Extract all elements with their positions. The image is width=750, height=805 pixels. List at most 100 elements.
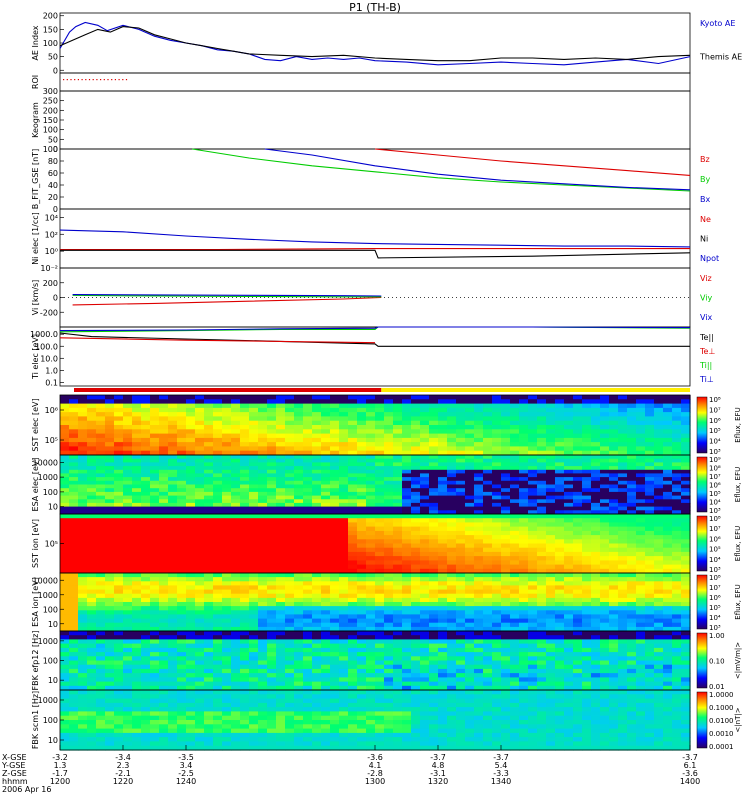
sst_i-cell xyxy=(492,522,502,528)
fbk_e-cell xyxy=(519,656,529,662)
sst_e1-cell xyxy=(429,450,439,456)
sst_i-cell xyxy=(258,560,268,566)
sst_e1-cell xyxy=(294,437,304,443)
fbk_e-cell xyxy=(564,664,574,670)
sst_i-cell xyxy=(627,543,637,549)
esa_i-cell xyxy=(204,618,214,624)
esa_i-cell xyxy=(546,618,556,624)
sst_i-cell xyxy=(195,535,205,540)
fbk_e-cell xyxy=(222,664,232,670)
fbk_e-cell xyxy=(276,635,286,640)
sst_i-cell xyxy=(132,543,142,549)
sst_i-cell xyxy=(357,568,367,574)
sst_e1-cell xyxy=(267,416,277,422)
esa_e1-cell xyxy=(384,469,394,475)
sst_i-cell xyxy=(483,530,493,536)
esa_i-cell xyxy=(492,622,502,628)
sst_i-cell xyxy=(222,551,232,557)
fbk_e-cell xyxy=(177,647,187,653)
fbk_e-cell xyxy=(330,685,340,691)
esa_e1-cell xyxy=(654,491,664,497)
sst_i-cell xyxy=(159,568,169,574)
sst_i-cell xyxy=(150,539,160,545)
esa_i-cell xyxy=(555,610,565,615)
esa_e1-cell xyxy=(465,462,475,467)
esa_e1-cell xyxy=(141,491,151,497)
sst_e1-cell xyxy=(276,450,286,456)
esa_e1-cell xyxy=(537,469,547,475)
sst_i-cell xyxy=(528,530,538,536)
sst_e1-cell xyxy=(123,420,133,426)
sst_i-cell xyxy=(645,568,655,574)
fbk_e-cell xyxy=(591,664,601,670)
sst_e1-cell xyxy=(645,442,655,447)
sst_e1-cell xyxy=(672,403,682,409)
sst_e1-cell xyxy=(393,395,403,400)
sst_e1-cell xyxy=(123,416,133,422)
esa_e1-cell xyxy=(276,455,286,460)
esa_i-cell xyxy=(78,581,88,586)
esa_e1-cell xyxy=(528,462,538,467)
sst_e1-cell xyxy=(645,429,655,435)
esa_i-cell xyxy=(78,626,88,632)
esa_i-cell xyxy=(222,581,232,586)
esa_i-cell xyxy=(627,618,637,624)
sst_e1-cell xyxy=(258,399,268,405)
sst_e1-cell xyxy=(150,429,160,435)
fbk_e-cell xyxy=(69,635,79,640)
esa_i-cell xyxy=(285,602,295,607)
fbk_e-cell xyxy=(69,656,79,662)
esa_i-cell xyxy=(186,593,196,599)
esa_i-cell xyxy=(429,581,439,586)
esa_e1-cell xyxy=(267,469,277,475)
esa_e1-cell xyxy=(456,466,466,471)
sst_i-cell xyxy=(411,543,421,549)
esa_e1-cell xyxy=(285,466,295,471)
sst_i-cell xyxy=(600,564,610,570)
fbk_e-cell xyxy=(582,660,592,666)
sst_i-cell xyxy=(177,522,187,528)
fbk_e-cell xyxy=(600,664,610,670)
sst_i-cell xyxy=(87,556,97,561)
sst_e1-cell xyxy=(150,407,160,413)
fbk_e-cell xyxy=(375,652,385,657)
esa_i-cell xyxy=(249,614,259,620)
sst_i-cell xyxy=(537,526,547,532)
sst_i-cell xyxy=(114,539,124,545)
sst_i-cell xyxy=(123,560,133,566)
fbk_e-cell xyxy=(492,685,502,691)
esa_e1-cell xyxy=(285,484,295,489)
esa_i-cell xyxy=(366,618,376,624)
esa_i-cell xyxy=(339,622,349,628)
esa_e1-cell xyxy=(60,499,70,504)
esa_i-cell xyxy=(537,577,547,582)
fbk_e-cell xyxy=(609,652,619,657)
esa_e1-cell xyxy=(177,469,187,475)
sst_i-cell xyxy=(222,526,232,532)
sst_i-cell xyxy=(87,560,97,566)
esa_e1-cell xyxy=(114,462,124,467)
sst_e1-cell xyxy=(204,420,214,426)
esa_e1-cell xyxy=(483,455,493,460)
sst_i-cell xyxy=(537,547,547,553)
fbk_e-cell xyxy=(186,652,196,657)
esa_i-cell xyxy=(294,573,304,578)
sst_i-cell xyxy=(213,518,223,523)
esa_i-cell xyxy=(186,573,196,578)
esa_e1-cell xyxy=(132,462,142,467)
sst_e1-cell xyxy=(303,425,313,430)
fbk_e-cell xyxy=(276,664,286,670)
esa_i-cell xyxy=(105,573,115,578)
esa_e1-cell xyxy=(87,469,97,475)
sst_e1-cell xyxy=(618,412,628,417)
fbk_e-cell xyxy=(267,668,277,674)
esa_e1-cell xyxy=(366,473,376,478)
fbk_e-cell xyxy=(465,664,475,670)
sst_e1-cell xyxy=(258,433,268,439)
sst_e1-cell xyxy=(411,429,421,435)
fbk_e-cell xyxy=(231,673,241,678)
sst_i-cell xyxy=(105,530,115,536)
fbk_e-cell xyxy=(339,647,349,653)
sst_i-cell xyxy=(240,543,250,549)
esa_i-cell xyxy=(339,577,349,582)
